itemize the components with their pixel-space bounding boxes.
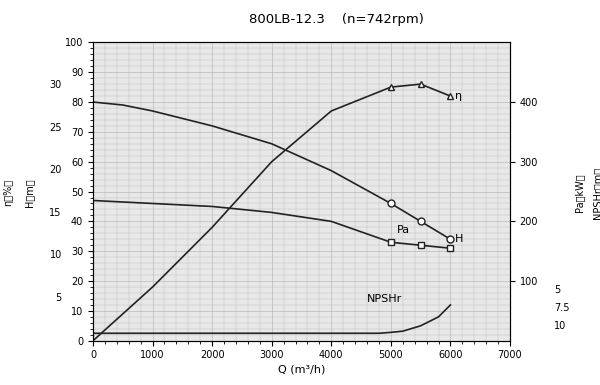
Text: 25: 25 [49,123,62,133]
Text: η（%）: η（%） [3,179,13,206]
Text: η: η [455,91,463,101]
Text: H（m）: H（m） [24,178,34,207]
Text: 20: 20 [49,165,62,175]
Text: 15: 15 [49,208,62,218]
Text: 30: 30 [49,80,62,90]
Text: 5: 5 [554,285,560,295]
Text: 10: 10 [554,321,566,331]
Text: H: H [455,234,464,244]
Text: Pa（kW）: Pa（kW） [574,173,584,212]
X-axis label: Q (m³/h): Q (m³/h) [278,365,325,375]
Text: NPSHr: NPSHr [367,294,402,304]
Text: 10: 10 [49,250,62,260]
Text: NPSHr（m）: NPSHr（m） [592,166,600,219]
Text: 5: 5 [55,293,62,303]
Text: Pa: Pa [397,225,410,235]
Text: 800LB-12.3    (n=742rpm): 800LB-12.3 (n=742rpm) [248,13,424,27]
Text: 7.5: 7.5 [554,303,569,313]
